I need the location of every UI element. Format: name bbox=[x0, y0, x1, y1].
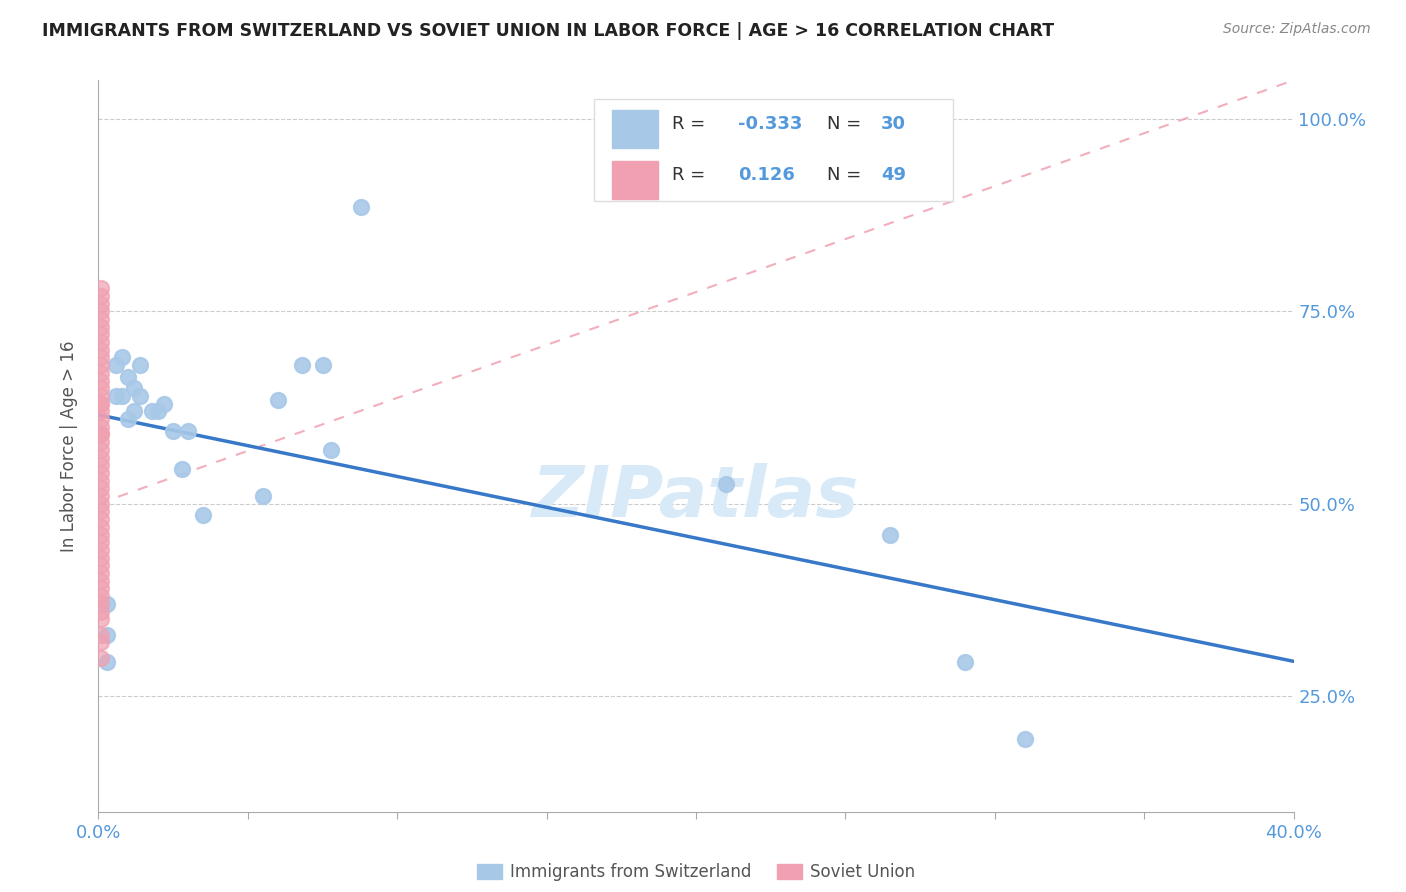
Point bbox=[129, 389, 152, 403]
Point bbox=[105, 389, 128, 403]
Point bbox=[90, 397, 112, 411]
Point bbox=[90, 450, 112, 465]
Point bbox=[90, 412, 112, 426]
Text: Source: ZipAtlas.com: Source: ZipAtlas.com bbox=[1223, 22, 1371, 37]
Point bbox=[90, 543, 112, 558]
Point bbox=[162, 424, 184, 438]
FancyBboxPatch shape bbox=[595, 99, 953, 201]
Point bbox=[153, 397, 176, 411]
Point bbox=[90, 612, 112, 626]
Point bbox=[96, 597, 118, 611]
Point bbox=[90, 481, 112, 495]
Point bbox=[96, 627, 118, 641]
Point bbox=[90, 343, 112, 357]
Text: IMMIGRANTS FROM SWITZERLAND VS SOVIET UNION IN LABOR FORCE | AGE > 16 CORRELATIO: IMMIGRANTS FROM SWITZERLAND VS SOVIET UN… bbox=[42, 22, 1054, 40]
Point bbox=[90, 527, 112, 541]
Y-axis label: In Labor Force | Age > 16: In Labor Force | Age > 16 bbox=[59, 340, 77, 552]
Point bbox=[90, 582, 112, 596]
Point bbox=[90, 374, 112, 388]
Point bbox=[252, 489, 274, 503]
Point bbox=[90, 650, 112, 665]
Point bbox=[96, 655, 118, 669]
Point bbox=[90, 366, 112, 380]
Point bbox=[90, 304, 112, 318]
Point bbox=[90, 489, 112, 503]
Point bbox=[90, 550, 112, 565]
Point bbox=[90, 358, 112, 372]
Point bbox=[90, 512, 112, 526]
Text: 49: 49 bbox=[882, 167, 907, 185]
Point bbox=[90, 627, 112, 641]
Point bbox=[311, 358, 333, 372]
Point bbox=[90, 296, 112, 310]
Text: R =: R = bbox=[672, 167, 711, 185]
Text: ZIPatlas: ZIPatlas bbox=[533, 463, 859, 532]
Point bbox=[124, 404, 146, 418]
Point bbox=[90, 558, 112, 573]
Point bbox=[90, 474, 112, 488]
Point bbox=[90, 435, 112, 450]
Point bbox=[90, 504, 112, 518]
Text: R =: R = bbox=[672, 115, 711, 133]
Point bbox=[1014, 731, 1036, 746]
Point bbox=[90, 605, 112, 619]
Point bbox=[90, 466, 112, 480]
Point bbox=[90, 597, 112, 611]
Legend: Immigrants from Switzerland, Soviet Union: Immigrants from Switzerland, Soviet Unio… bbox=[470, 856, 922, 888]
Text: -0.333: -0.333 bbox=[738, 115, 803, 133]
Point bbox=[90, 566, 112, 580]
Point bbox=[953, 655, 976, 669]
Point bbox=[90, 312, 112, 326]
Point bbox=[90, 381, 112, 395]
Point bbox=[291, 358, 314, 372]
Point bbox=[350, 200, 373, 214]
Point bbox=[267, 392, 290, 407]
Point bbox=[90, 351, 112, 365]
Point bbox=[90, 397, 112, 411]
Point bbox=[90, 574, 112, 588]
Point bbox=[124, 381, 146, 395]
Point bbox=[111, 389, 134, 403]
Point bbox=[172, 462, 194, 476]
Text: N =: N = bbox=[827, 167, 862, 185]
Point bbox=[111, 351, 134, 365]
Point bbox=[117, 412, 139, 426]
Point bbox=[714, 477, 737, 491]
FancyBboxPatch shape bbox=[613, 161, 658, 199]
Point bbox=[879, 527, 901, 541]
Point bbox=[90, 442, 112, 457]
Point bbox=[321, 442, 343, 457]
Point bbox=[90, 520, 112, 534]
Point bbox=[90, 635, 112, 649]
Point bbox=[90, 427, 112, 442]
Point bbox=[191, 508, 214, 523]
Point bbox=[90, 535, 112, 549]
Point bbox=[90, 389, 112, 403]
Text: N =: N = bbox=[827, 115, 862, 133]
FancyBboxPatch shape bbox=[613, 110, 658, 148]
Point bbox=[90, 319, 112, 334]
Text: 30: 30 bbox=[882, 115, 907, 133]
Point bbox=[129, 358, 152, 372]
Point bbox=[177, 424, 200, 438]
Point bbox=[90, 419, 112, 434]
Point bbox=[90, 589, 112, 603]
Point bbox=[141, 404, 163, 418]
Point bbox=[90, 327, 112, 342]
Point bbox=[90, 289, 112, 303]
Point bbox=[105, 358, 128, 372]
Point bbox=[90, 404, 112, 418]
Text: 0.126: 0.126 bbox=[738, 167, 794, 185]
Point bbox=[90, 497, 112, 511]
Point bbox=[148, 404, 170, 418]
Point bbox=[90, 427, 112, 442]
Point bbox=[90, 334, 112, 349]
Point bbox=[90, 281, 112, 295]
Point bbox=[90, 458, 112, 473]
Point bbox=[117, 369, 139, 384]
